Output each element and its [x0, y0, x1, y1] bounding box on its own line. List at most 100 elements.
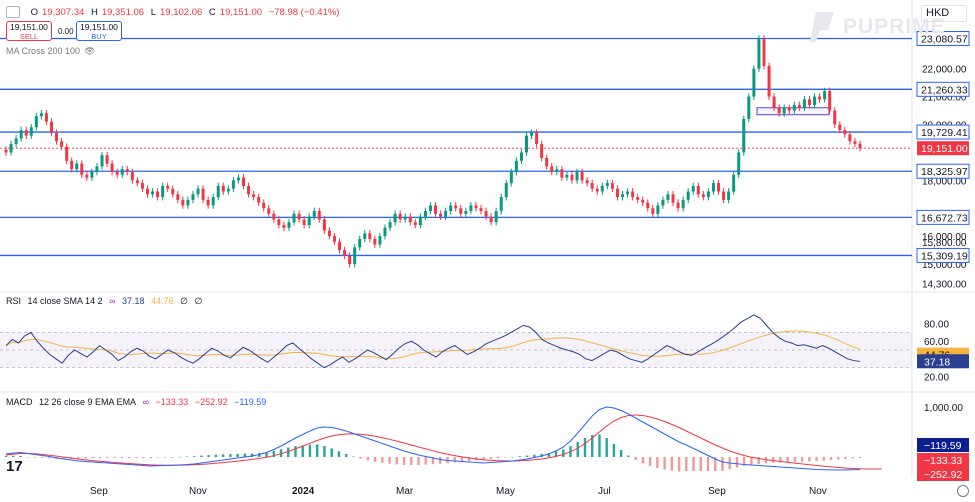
macd-histogram-bar [120, 457, 123, 458]
candle-body [34, 116, 38, 128]
candle-body [348, 255, 352, 265]
candle-body [797, 104, 801, 108]
macd-histogram-bar [344, 454, 348, 457]
candle-body [777, 107, 781, 114]
settings-gear-icon[interactable] [957, 485, 969, 497]
candle-body [605, 183, 609, 186]
candle-body [782, 107, 786, 114]
macd-histogram-bar [301, 445, 304, 457]
candle-body [60, 141, 64, 147]
eye-icon[interactable]: 👁 [84, 46, 96, 56]
candle-body [151, 191, 155, 195]
candle-body [540, 144, 544, 158]
candle-body [216, 185, 220, 198]
candle-body [818, 96, 822, 100]
candle-body [292, 213, 296, 223]
rsi-tick-label: 80.00 [924, 320, 949, 331]
macd-histogram-bar [648, 457, 652, 466]
candle-body [115, 171, 119, 175]
candle-body [196, 188, 200, 195]
macd-histogram-bar [388, 457, 391, 464]
candle-body [742, 118, 746, 153]
sell-button[interactable]: 19,151.00 SELL [6, 21, 52, 41]
macd-histogram-bar [373, 457, 377, 462]
currency-selector[interactable]: HKD [921, 5, 967, 22]
candle-body [620, 194, 624, 198]
macd-histogram-bar [352, 456, 355, 458]
candle-body [661, 199, 665, 206]
settings-icon[interactable]: ∞ [109, 296, 116, 306]
candle-body [701, 194, 705, 198]
high-value: 19,351.06 [101, 6, 145, 18]
candle-body [100, 155, 104, 167]
candle-body [711, 183, 715, 192]
candle-body [752, 68, 756, 97]
candle-body [156, 191, 160, 198]
macd-value: −133.33 [924, 455, 962, 467]
candle-body [545, 158, 549, 167]
candle-body [282, 225, 286, 228]
candle-body [828, 91, 832, 111]
candle-body [181, 199, 185, 206]
macd-histogram-bar [316, 444, 319, 457]
macd-histogram-bar [439, 457, 442, 464]
candle-body [747, 96, 751, 119]
candle-body [317, 211, 321, 220]
candle-body [297, 213, 301, 220]
level-price-tag [916, 31, 970, 47]
candle-body [469, 205, 473, 212]
candle-body [403, 216, 407, 220]
candle-body [312, 211, 316, 217]
price-tick-label: 14,300.00 [922, 280, 967, 291]
candle-body [373, 238, 377, 245]
candle-body [580, 171, 584, 181]
candle-body [171, 188, 175, 195]
macd-histogram-bar [619, 450, 623, 457]
macd-histogram-bar [279, 449, 283, 457]
macd-histogram-bar [19, 456, 22, 457]
macd-value-tag [917, 467, 969, 481]
candle-body [423, 211, 427, 217]
macd-histogram-bar [670, 457, 674, 471]
macd-histogram-bar [656, 457, 659, 468]
macd-histogram-bar [858, 457, 862, 458]
candle-body [85, 174, 89, 178]
macd-legend[interactable]: MACD 12 26 close 9 EMA EMA ∞ −133.33 −25… [6, 397, 267, 407]
candle-body [39, 113, 43, 117]
buy-button[interactable]: 19,151.00 BUY [76, 21, 122, 41]
macd-histogram-bar [591, 435, 594, 457]
settings-icon[interactable]: ∞ [142, 397, 150, 407]
macd-histogram-bar [714, 457, 717, 471]
macd-histogram-bar [33, 457, 37, 458]
candle-body [338, 241, 342, 251]
macd-histogram-bar [330, 448, 333, 457]
level-price-label: 19,729.41 [921, 127, 968, 139]
time-axis-label: Jul [598, 486, 611, 497]
candle-body [444, 211, 448, 217]
rsi-legend[interactable]: RSI 14 close SMA 14 2 ∞ 37.18 44.76 ∅ ∅ [6, 296, 203, 306]
symbol-icon[interactable] [6, 6, 20, 18]
candle-body [570, 174, 574, 181]
macd-histogram-bar [598, 434, 601, 457]
candle-body [509, 171, 513, 184]
level-price-label: 16,672.73 [921, 212, 968, 224]
candle-body [706, 191, 710, 198]
candle-body [454, 205, 458, 209]
candle-body [459, 208, 463, 214]
macd-histogram-bar [822, 457, 826, 461]
macd-histogram-bar [699, 457, 702, 471]
macd-histogram-bar [634, 457, 637, 460]
ma-indicator-legend[interactable]: MA Cross 200 100 👁 [6, 46, 96, 56]
macd-histogram-bar [627, 455, 630, 457]
level-price-label: 15,309.19 [921, 250, 968, 262]
candle-body [449, 205, 453, 212]
macd-histogram-bar [40, 457, 44, 459]
rsi-tick-label: 60.00 [924, 337, 949, 348]
macd-histogram-bar [135, 457, 138, 458]
candle-body [322, 219, 326, 231]
price-tick-label: 15,800.00 [922, 238, 967, 249]
open-value: 19,307.34 [42, 6, 85, 18]
macd-histogram-bar [366, 457, 370, 461]
macd-tick-label: 1,000.00 [924, 403, 963, 414]
